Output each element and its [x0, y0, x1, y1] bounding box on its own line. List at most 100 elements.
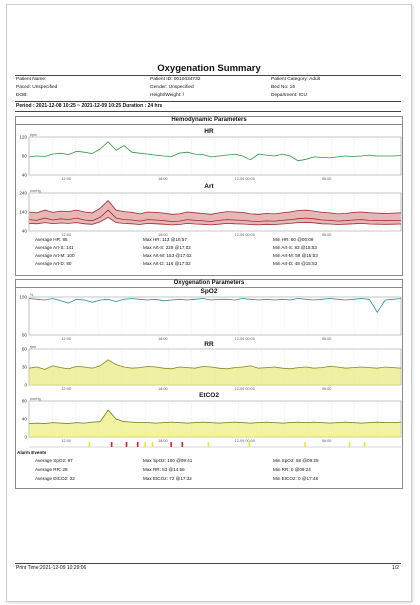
art-ytick-label: 240: [19, 191, 27, 196]
hr-xtick-label: 18:00: [158, 177, 168, 181]
rr-ytick-label: 60: [22, 347, 28, 352]
art-xtick-label: 06:00: [322, 233, 332, 237]
print-time: Print Time:2021-12-09 10:29:06: [16, 565, 87, 571]
spo2-xtick-label: 12:00: [61, 337, 71, 341]
spo2-ytick-label: 50: [22, 333, 28, 338]
stat-min-art-d: Min Art-D: 48 @15:53: [273, 261, 318, 266]
alarm-event-mark: [125, 442, 128, 447]
art-chart-title: Art: [204, 183, 214, 190]
charts-canvas: 120 80 40 bpm 12:00 18:00 12-09 00:00 06:00 240 1…: [19, 133, 402, 448]
alarm-event-mark: [304, 442, 306, 447]
rr-xtick-label: 06:00: [322, 387, 332, 391]
rr-series-line-0: [28, 359, 402, 370]
stat-min-art-s: Min Art-S: 83 @15:53: [273, 245, 317, 250]
hr-unit-label: bpm: [30, 133, 37, 137]
art-series-line-2: [28, 216, 402, 226]
etco2-xtick-label: 12-09 00:00: [235, 439, 255, 443]
alarm-event-mark: [110, 442, 113, 447]
header-rule: [15, 75, 401, 76]
department: Department: ICU: [271, 93, 307, 98]
rr-xtick-label: 12:00: [61, 387, 71, 391]
spo2-xtick-label: 06:00: [322, 337, 332, 341]
hr-ytick-label: 80: [22, 154, 28, 159]
stat-min-art-m: Min Art-M: 59 @15:53: [273, 253, 318, 258]
art-xtick-label: 12-09 00:00: [235, 233, 255, 237]
alarm-event-mark: [144, 442, 146, 447]
hemodynamic-panel: [15, 116, 403, 276]
spo2-unit-label: %: [30, 293, 34, 297]
rr-area: [29, 359, 401, 385]
patient-category: Patient Category: Adult: [271, 77, 321, 82]
alarm-event-mark: [248, 442, 251, 447]
hr-xtick-label: 06:00: [322, 177, 332, 181]
etco2-unit-label: mmHg: [30, 397, 41, 401]
stat-avg-art-d: Average Art-D: 80: [35, 261, 72, 266]
hr-chart-title: HR: [204, 128, 214, 135]
hr-ytick-label: 40: [22, 173, 28, 178]
art-xtick-label: 12:00: [61, 233, 71, 237]
etco2-area: [29, 410, 401, 437]
rr-chart-title: RR: [204, 341, 214, 348]
stat-avg-art-m: Average Art-M: 100: [35, 253, 75, 258]
spo2-ytick-label: 100: [19, 295, 27, 300]
rr-xtick-label: 12-09 00:00: [235, 387, 255, 391]
stat-max-hr: Max HR: 113 @16:57: [143, 237, 187, 242]
stat-avg-rr: Average RR: 29: [35, 467, 68, 472]
alarm-event-mark: [363, 442, 366, 447]
rr-xtick-label: 18:00: [158, 387, 168, 391]
gender: Gender: Unspecified: [150, 85, 194, 90]
etco2-chart-title: EtCO2: [199, 392, 219, 399]
period-rule-bottom: [15, 111, 401, 112]
stat-min-spo2: Min SpO2: 58 @09:25: [273, 458, 319, 463]
page-number: 1/2: [392, 565, 399, 571]
etco2-xtick-label: 12:00: [61, 439, 71, 443]
rr-ytick-label: 30: [22, 365, 28, 370]
patient-name: Patient Name:: [16, 77, 47, 82]
report-page: Oxygenation Summary Patient Name: Patien…: [6, 4, 412, 602]
paced: Paced: Unspecified: [16, 85, 58, 90]
stat-max-spo2: Max SpO2: 100 @09:41: [143, 458, 193, 463]
report-title: Oxygenation Summary: [157, 63, 261, 74]
alarm-event-mark: [88, 442, 91, 447]
stat-avg-spo2: Average SpO2: 97: [35, 458, 73, 463]
art-series-line-0: [28, 200, 402, 215]
hr-ytick-label: 120: [19, 135, 27, 140]
etco2-series-line-0: [28, 409, 402, 424]
spo2-xtick-label: 18:00: [158, 337, 168, 341]
art-ytick-label: 40: [22, 229, 28, 234]
alarm-event-mark: [136, 442, 139, 447]
art-ytick-label: 140: [19, 210, 27, 215]
dob: DOB:: [16, 93, 28, 98]
period-rule-top: [15, 101, 401, 102]
etco2-xtick-label: 06:00: [322, 439, 332, 443]
art-xtick-label: 18:00: [158, 233, 168, 237]
hemodynamic-title: Hemodynamic Parameters: [171, 117, 247, 123]
rr-unit-label: rpm: [30, 345, 36, 349]
etco2-ytick-label: 0: [24, 435, 27, 440]
spo2-chart-title: SpO2: [200, 288, 218, 295]
oxygenation-title-rule: [15, 287, 403, 288]
etco2-ytick-label: 80: [22, 399, 28, 404]
art-series-line-1: [28, 209, 402, 222]
etco2-xtick-label: 18:00: [158, 439, 168, 443]
spo2-series-line-0: [28, 298, 402, 313]
hr-series-line-0: [28, 141, 402, 162]
alarm-event-mark: [181, 442, 184, 447]
oxygenation-title: Oxygenation Parameters: [173, 280, 245, 286]
stat-min-etco2: Min EtCO2: 0 @17:48: [273, 476, 319, 481]
stat-avg-etco2: Average EtCO2: 32: [35, 476, 75, 481]
stat-max-art-s: Max Art-S: 228 @17:02: [143, 245, 191, 250]
stat-max-etco2: Max EtCO2: 72 @17:32: [143, 476, 192, 481]
hemodynamic-title-rule: [15, 124, 403, 125]
rr-ytick-label: 0: [24, 383, 27, 388]
height-weight: Height/Weight: /: [150, 93, 185, 98]
art-unit-label: mmHg: [30, 189, 41, 193]
hr-xtick-label: 12-09 00:00: [235, 177, 255, 181]
stat-avg-hr: Average HR: 85: [35, 237, 68, 242]
bed-no: Bed No: 16: [271, 85, 296, 90]
alarm-events-label: Alarm Events: [17, 450, 47, 455]
alarm-event-mark: [170, 442, 172, 447]
stat-min-rr: Min RR: 0 @09:24: [273, 467, 311, 472]
stat-avg-art-s: Average Art-S: 141: [35, 245, 74, 250]
period: Period : 2021-12-08 10:25 ~ 2021-12-09 1…: [16, 103, 163, 109]
